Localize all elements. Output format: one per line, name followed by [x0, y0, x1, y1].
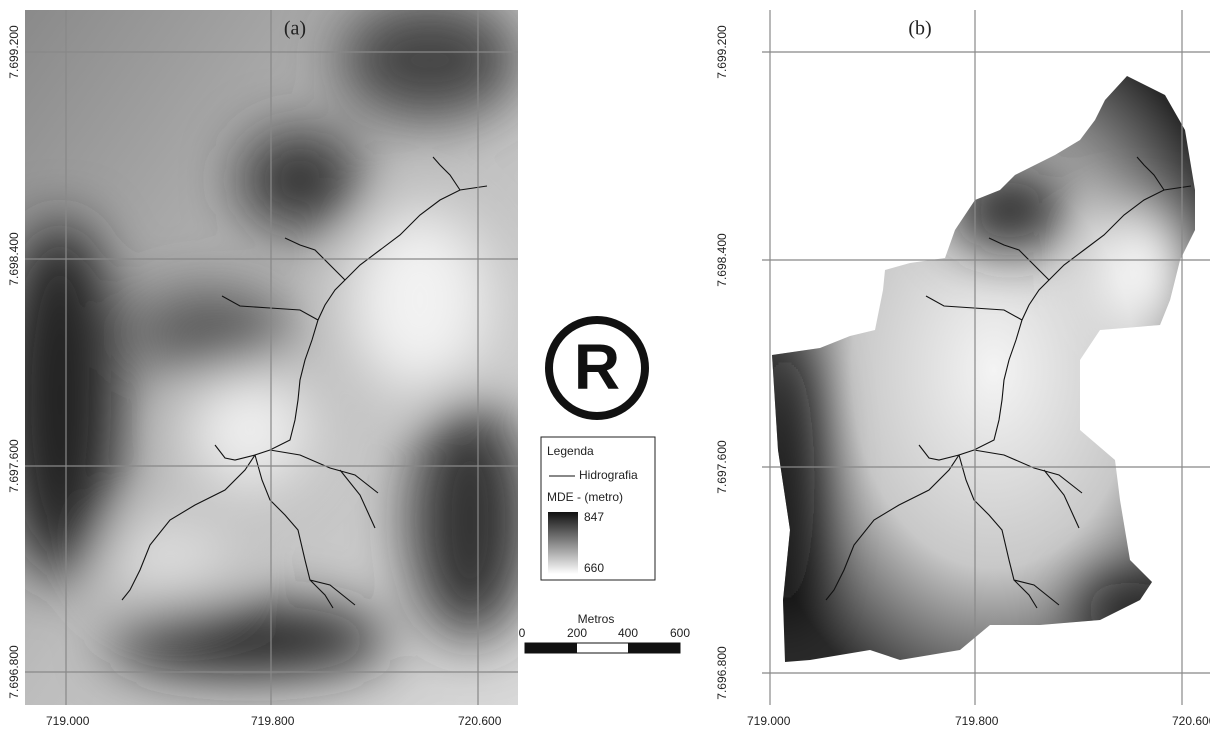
y-coordinate-label: 7.697.600 — [7, 439, 21, 493]
scale-bar: Metros 0 200 400 600 — [519, 612, 691, 653]
x-coordinate-label: 719.800 — [955, 714, 999, 728]
legend-max: 847 — [584, 510, 604, 524]
scale-label: 200 — [567, 626, 587, 640]
registered-symbol: R — [549, 320, 645, 416]
scale-label: 0 — [519, 626, 526, 640]
figure: (a) 719.000 719.800 720.600 7.699.200 7.698.4… — [0, 0, 1210, 734]
panel-label: (a) — [284, 18, 306, 40]
x-coordinate-label: 720.600 — [458, 714, 502, 728]
x-coordinate-label: 719.800 — [251, 714, 295, 728]
x-coordinate-label: 720.600 — [1172, 714, 1210, 728]
y-coordinate-label: 7.699.200 — [715, 25, 729, 79]
elevation-raster-a — [0, 0, 530, 705]
scale-segment — [525, 643, 577, 653]
y-coordinate-label: 7.698.400 — [715, 233, 729, 287]
y-coordinate-label: 7.699.200 — [7, 25, 21, 79]
scale-label: 400 — [618, 626, 638, 640]
legend-raster-label: MDE - (metro) — [547, 490, 623, 504]
scale-segment — [628, 643, 680, 653]
panel-label: (b) — [908, 18, 931, 40]
y-coordinate-label: 7.696.800 — [715, 646, 729, 700]
x-coordinate-label: 719.000 — [747, 714, 791, 728]
y-coordinate-label: 7.698.400 — [7, 232, 21, 286]
legend-ramp — [548, 512, 578, 574]
scale-title: Metros — [578, 612, 615, 626]
y-coordinate-label: 7.696.800 — [7, 645, 21, 699]
legend-min: 660 — [584, 561, 604, 575]
scale-label: 600 — [670, 626, 690, 640]
legend-line-label: Hidrografia — [579, 468, 638, 482]
legend-title: Legenda — [547, 444, 594, 458]
x-coordinate-label: 719.000 — [46, 714, 90, 728]
legend: Legenda Hidrografia MDE - (metro) 847 66… — [541, 437, 655, 580]
elevation-raster-b — [755, 70, 1200, 670]
y-coordinate-label: 7.697.600 — [715, 440, 729, 494]
svg-text:R: R — [574, 331, 620, 403]
